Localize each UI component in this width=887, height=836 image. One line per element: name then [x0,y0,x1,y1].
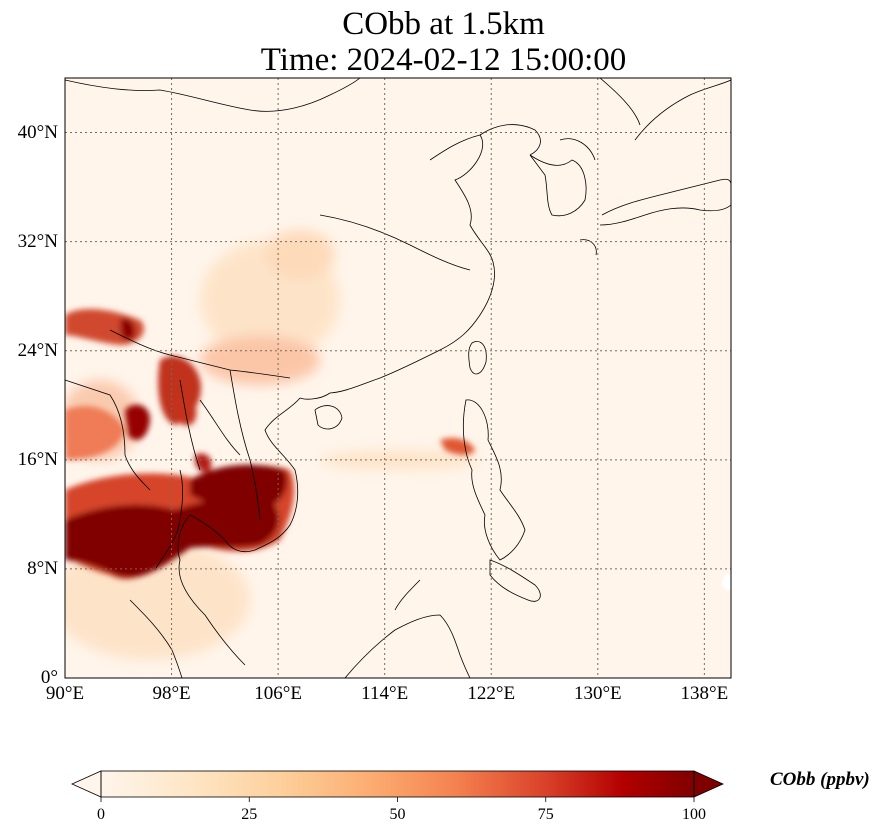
concentration-field [65,230,731,660]
map-frame [64,77,732,679]
colorbar-tick-label: 75 [537,806,554,823]
lon-tick-label: 138°E [680,683,729,704]
title-line-2: Time: 2024-02-12 15:00:00 [260,42,627,78]
lon-tick-label: 90°E [45,683,85,704]
coastlines [65,78,731,678]
lat-tick-label: 40°N [17,121,58,143]
gridlines [65,78,731,678]
colorbar-extend-max [693,770,724,798]
colorbar-label: CObb (ppbv) [770,769,870,790]
colorbar-gradient [101,771,694,797]
lon-tick-label: 106°E [254,683,302,704]
colorbar-extend-min [71,770,102,798]
lat-tick-label: 8°N [27,557,58,579]
lon-tick-label: 114°E [361,683,409,704]
colorbar [71,770,724,802]
colorbar-tick-label: 50 [389,806,406,823]
lat-tick-label: 24°N [17,339,58,361]
lat-tick-label: 32°N [17,230,58,252]
lon-tick-label: 130°E [573,683,622,704]
lon-tick-label: 98°E [152,683,191,704]
lat-tick-label: 0° [40,667,58,688]
title-line-1: CObb at 1.5km [342,6,545,42]
colorbar-tick-label: 25 [241,806,258,823]
colorbar-tick-label: 0 [97,806,105,823]
lon-tick-label: 122°E [467,683,516,704]
lat-tick-label: 16°N [17,448,58,470]
colorbar-tick-label: 100 [682,806,706,823]
